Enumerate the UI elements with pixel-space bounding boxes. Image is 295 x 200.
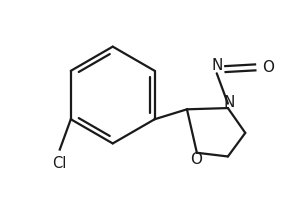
Text: Cl: Cl — [53, 156, 67, 171]
Text: N: N — [223, 95, 235, 110]
Text: O: O — [262, 60, 274, 75]
Text: N: N — [211, 58, 222, 73]
Text: O: O — [190, 152, 202, 167]
